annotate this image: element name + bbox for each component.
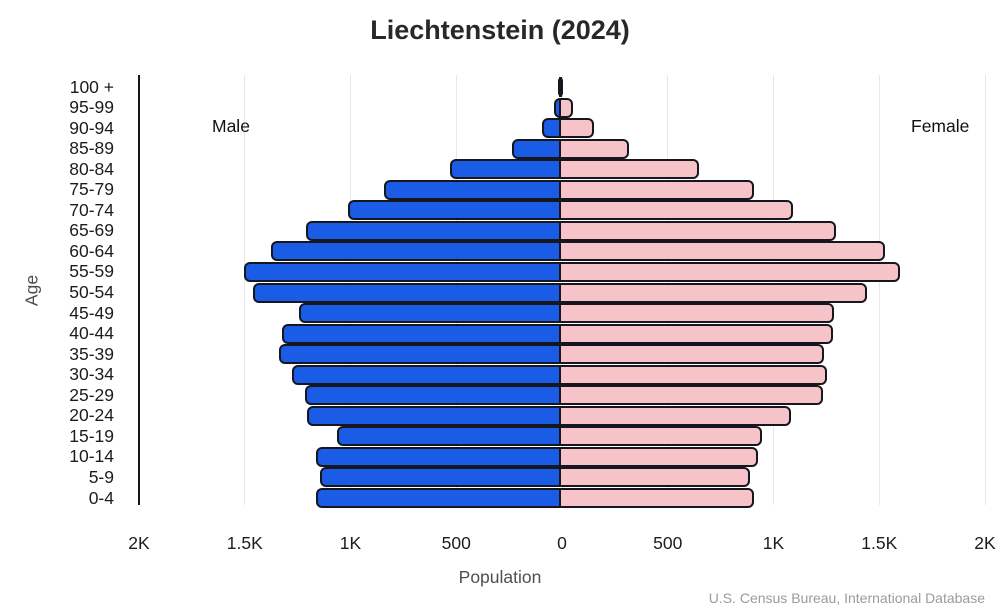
male-side-label: Male xyxy=(212,116,250,136)
age-tick-label: 40-44 xyxy=(69,323,114,344)
x-axis-tick-label: 1.5K xyxy=(226,533,263,553)
x-axis-tick-label: 1K xyxy=(339,533,362,553)
population-axis-title: Population xyxy=(458,567,542,587)
female-bar[interactable] xyxy=(559,467,751,488)
male-bar[interactable] xyxy=(306,220,561,241)
male-bar[interactable] xyxy=(305,385,561,406)
female-bar[interactable] xyxy=(559,159,699,180)
female-bar[interactable] xyxy=(559,97,573,118)
female-bar[interactable] xyxy=(559,364,827,385)
age-tick-label: 65-69 xyxy=(69,220,114,241)
female-bar[interactable] xyxy=(559,179,754,200)
age-tick-label: 75-79 xyxy=(69,179,114,200)
male-bar[interactable] xyxy=(292,364,561,385)
male-bar[interactable] xyxy=(315,446,561,467)
y-axis-line xyxy=(138,75,140,505)
age-tick-label: 95-99 xyxy=(69,97,114,118)
female-bar[interactable] xyxy=(559,220,837,241)
age-tick-label: 20-24 xyxy=(69,405,114,426)
age-tick-label: 25-29 xyxy=(69,384,114,405)
x-axis-tick-label: 1.5K xyxy=(861,533,898,553)
age-tick-label: 70-74 xyxy=(69,199,114,220)
female-bar[interactable] xyxy=(559,200,793,221)
male-bar[interactable] xyxy=(319,467,561,488)
male-bar[interactable] xyxy=(449,159,561,180)
male-bar[interactable] xyxy=(243,261,561,282)
x-axis-tick-label: 500 xyxy=(653,533,683,553)
female-bar[interactable] xyxy=(559,385,824,406)
female-bar[interactable] xyxy=(559,138,629,159)
male-bar[interactable] xyxy=(336,426,561,447)
x-axis-tick-label: 500 xyxy=(441,533,471,553)
x-axis-tick-label: 1K xyxy=(762,533,785,553)
male-bar[interactable] xyxy=(298,303,561,324)
x-axis-tick-label: 2K xyxy=(128,533,150,553)
male-bar[interactable] xyxy=(253,282,561,303)
male-bar[interactable] xyxy=(271,241,561,262)
male-bar[interactable] xyxy=(315,488,561,508)
female-bar[interactable] xyxy=(559,118,594,139)
age-tick-label: 55-59 xyxy=(69,261,114,282)
x-gridline xyxy=(878,75,880,505)
female-bar[interactable] xyxy=(559,282,867,303)
x-axis-tick-label: 2K xyxy=(974,533,996,553)
age-tick-label: 50-54 xyxy=(69,282,114,302)
female-bar[interactable] xyxy=(559,426,763,447)
age-tick-label: 5-9 xyxy=(88,466,114,487)
female-bar[interactable] xyxy=(559,323,833,344)
female-bar[interactable] xyxy=(559,241,885,262)
age-tick-label: 90-94 xyxy=(69,117,114,138)
female-bar[interactable] xyxy=(559,344,825,365)
x-axis-tick-label: 0 xyxy=(557,533,567,553)
female-bar[interactable] xyxy=(559,303,834,324)
male-bar[interactable] xyxy=(278,344,561,365)
female-bar[interactable] xyxy=(559,405,791,426)
age-tick-label: 15-19 xyxy=(69,425,114,446)
female-side-label: Female xyxy=(911,116,970,136)
age-axis-title: Age xyxy=(21,274,42,307)
male-bar[interactable] xyxy=(307,405,561,426)
age-tick-label: 35-39 xyxy=(69,343,114,364)
age-tick-label: 0-4 xyxy=(88,487,114,508)
age-tick-label: 60-64 xyxy=(69,240,114,261)
female-bar[interactable] xyxy=(559,446,758,467)
age-tick-label: 100 + xyxy=(69,76,114,97)
female-bar[interactable] xyxy=(559,261,900,282)
x-gridline xyxy=(984,75,986,505)
age-tick-label: 80-84 xyxy=(69,158,114,179)
female-bar[interactable] xyxy=(559,488,754,508)
age-tick-label: 85-89 xyxy=(69,138,114,159)
age-tick-label: 10-14 xyxy=(69,446,114,467)
chart-title: Liechtenstein (2024) xyxy=(370,15,630,45)
male-bar[interactable] xyxy=(281,323,561,344)
female-bar[interactable] xyxy=(559,77,563,97)
age-tick-label: 30-34 xyxy=(69,364,114,385)
source-credit: U.S. Census Bureau, International Databa… xyxy=(708,590,985,606)
male-bar[interactable] xyxy=(348,200,561,221)
male-bar[interactable] xyxy=(512,138,561,159)
age-tick-label: 45-49 xyxy=(69,302,114,323)
male-bar[interactable] xyxy=(384,179,561,200)
x-gridline xyxy=(244,75,246,505)
